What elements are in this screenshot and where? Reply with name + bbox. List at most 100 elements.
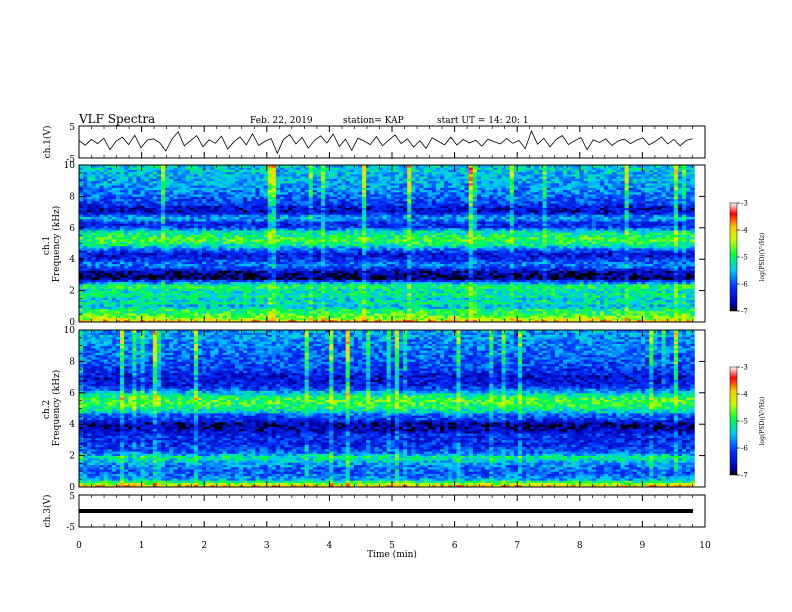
ch1-spectrogram-cell: [616, 290, 621, 294]
ch1-spectrogram-cell: [440, 288, 445, 291]
ch1-spectrogram-cell: [226, 279, 232, 283]
ch1-spectrogram-cell: [600, 315, 605, 318]
ch1-spectrogram-cell: [497, 277, 502, 280]
ch1-spectrogram-cell: [624, 270, 630, 274]
ch1-spectrogram-cell: [509, 306, 515, 309]
ch1-spectrogram-cell: [550, 306, 556, 309]
ch1-spectrogram-cell: [79, 315, 84, 318]
ch1-spectrogram-cell: [440, 281, 445, 285]
ch1-spectrogram-cell: [120, 281, 125, 285]
ch1-spectrogram-cell: [275, 313, 281, 316]
ch1-spectrogram-cell: [177, 292, 182, 296]
ch1-spectrogram-cell: [444, 290, 449, 294]
ch1-spectrogram-cell: [226, 306, 232, 309]
ch1-spectrogram-cell: [505, 259, 511, 262]
ch1-spectrogram-cell: [632, 277, 638, 280]
ch1-spectrogram-cell: [636, 277, 642, 280]
ch1-spectrogram-cell: [263, 288, 269, 291]
ch1-spectrogram-cell: [267, 301, 273, 305]
ch1-spectrogram-cell: [321, 310, 326, 314]
ch1-spectrogram-cell: [193, 274, 199, 278]
ch1-spectrogram-cell: [386, 306, 392, 309]
ch1-spectrogram-cell: [103, 272, 109, 276]
ch1-spectrogram-cell: [563, 295, 568, 298]
ch1-spectrogram-cell: [132, 299, 137, 303]
ch1-spectrogram-cell: [468, 261, 474, 265]
ch1-spectrogram-cell: [567, 268, 572, 271]
ch1-spectrogram-cell: [468, 268, 474, 271]
ch1-spectrogram-cell: [423, 290, 429, 294]
ch1-spectrogram-cell: [624, 268, 630, 271]
ch1-spectrogram-cell: [226, 313, 232, 316]
ch1-spectrogram-cell: [382, 295, 388, 298]
ch1-spectrogram-cell: [128, 279, 133, 283]
ch1-spectrogram-cell: [563, 317, 568, 321]
ch1-spectrogram-cell: [173, 313, 178, 316]
ch1-spectrogram-cell: [107, 274, 113, 278]
ch1-spectrogram-cell: [91, 313, 96, 316]
ch1-spectrogram-cell: [677, 290, 683, 294]
ch1-spectrogram-cell: [255, 313, 260, 316]
ch1-spectrogram-cell: [390, 277, 396, 280]
ch1-spectrogram-cell: [509, 261, 515, 265]
ch1-spectrogram-cell: [386, 319, 392, 323]
ch1-spectrogram-cell: [374, 272, 379, 276]
ch1-spectrogram-cell: [501, 288, 507, 291]
ch1-spectrogram-cell: [423, 286, 429, 289]
ch1-spectrogram-cell: [103, 265, 109, 269]
ch1-spectrogram-cell: [115, 259, 121, 262]
ch1-spectrogram-cell: [83, 265, 88, 269]
ch1-spectrogram-cell: [649, 256, 654, 260]
ch1-spectrogram-cell: [460, 283, 466, 287]
ch1-spectrogram-cell: [394, 272, 400, 276]
ch1-spectrogram-cell: [202, 299, 207, 303]
ch1-spectrogram-cell: [296, 295, 301, 298]
ch1-spectrogram-cell: [345, 272, 351, 276]
ch1-spectrogram-cell: [682, 256, 687, 260]
ch1-spectrogram-cell: [120, 263, 125, 267]
ch1-spectrogram-cell: [509, 254, 515, 258]
ch1-spectrogram-cell: [452, 277, 457, 280]
ch1-spectrogram-cell: [120, 279, 125, 283]
ch1-spectrogram-cell: [554, 281, 560, 285]
ch1-spectrogram-cell: [620, 299, 626, 303]
ch1-spectrogram-cell: [308, 261, 314, 265]
ch1-spectrogram-cell: [99, 263, 105, 267]
ch1-spectrogram-cell: [632, 297, 638, 300]
ch1-spectrogram-cell: [136, 301, 141, 305]
ch1-spectrogram-cell: [132, 295, 137, 298]
ch1-spectrogram-cell: [349, 261, 355, 265]
ch1-spectrogram-cell: [124, 247, 129, 251]
ch1-spectrogram-cell: [263, 283, 269, 287]
ch1-spectrogram-cell: [444, 286, 449, 289]
ch1-spectrogram-cell: [197, 265, 203, 269]
ch1-spectrogram-cell: [214, 274, 219, 278]
ch1-spectrogram-cell: [526, 306, 531, 309]
ch1-spectrogram-cell: [501, 263, 507, 267]
ch1-spectrogram-cell: [312, 268, 318, 271]
ch1-spectrogram-cell: [431, 310, 437, 314]
ch1-spectrogram-cell: [575, 281, 580, 285]
ch1-spectrogram-cell: [665, 263, 671, 267]
ch1-spectrogram-cell: [472, 317, 478, 321]
ch1-spectrogram-cell: [91, 319, 96, 323]
ch1-spectrogram-cell: [288, 299, 293, 303]
ch1-spectrogram-cell: [366, 268, 371, 271]
ch1-spectrogram-cell: [600, 256, 605, 260]
ch1-spectrogram-cell: [136, 261, 141, 265]
ch1-spectrogram-cell: [423, 304, 429, 307]
ch1-spectrogram-cell: [542, 256, 548, 260]
ch1-spectrogram-cell: [115, 268, 121, 271]
ch1-spectrogram-cell: [144, 283, 150, 287]
ch1-spectrogram-cell: [641, 299, 646, 303]
ch1-spectrogram-cell: [550, 261, 556, 265]
ch1-spectrogram-cell: [140, 263, 146, 267]
ch1-spectrogram-cell: [686, 250, 691, 253]
ch1-spectrogram-cell: [103, 299, 109, 303]
ch1-spectrogram-cell: [632, 270, 638, 274]
ch1-spectrogram-cell: [411, 308, 416, 312]
ch1-spectrogram-cell: [243, 254, 248, 258]
ch1-spectrogram-cell: [419, 250, 424, 253]
ch1-spectrogram-cell: [628, 292, 634, 296]
ch1-spectrogram-cell: [91, 245, 96, 249]
